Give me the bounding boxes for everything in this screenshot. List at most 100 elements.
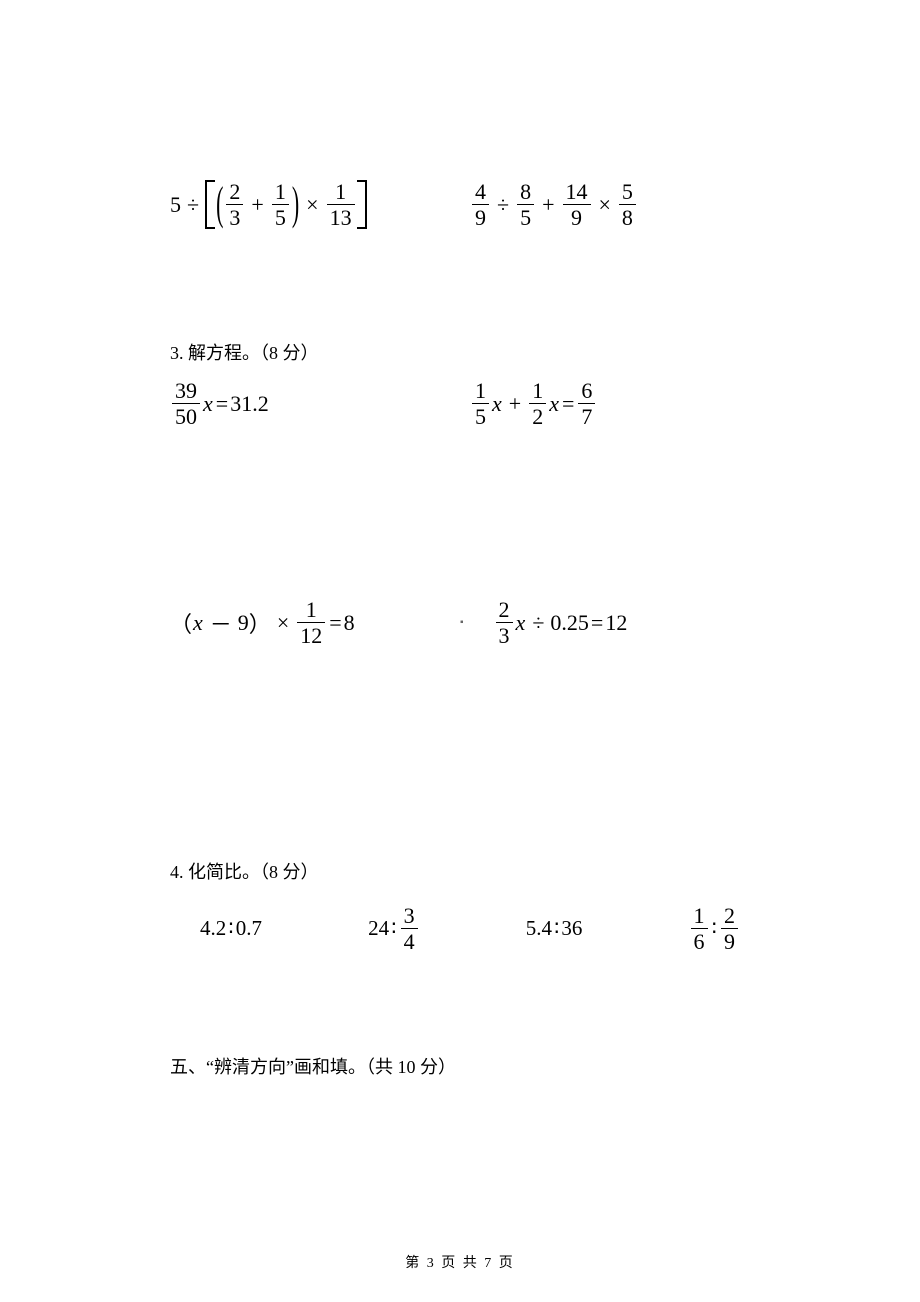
operator-equals: = bbox=[327, 610, 343, 636]
fraction: 1 2 bbox=[529, 379, 546, 428]
math-equation: 1 5 x + 1 2 x = 6 7 bbox=[470, 379, 597, 428]
denominator: 7 bbox=[578, 405, 595, 428]
denominator: 4 bbox=[401, 930, 418, 953]
number: 5 bbox=[170, 192, 181, 218]
fraction: 5 8 bbox=[619, 180, 636, 229]
left-bracket-icon bbox=[205, 180, 215, 229]
math-equation: 39 50 x = 31.2 bbox=[170, 379, 269, 428]
number: 36 bbox=[561, 916, 582, 941]
fraction: 14 9 bbox=[563, 180, 591, 229]
fraction: 1 6 bbox=[691, 904, 708, 953]
expression-row-1: 5 ÷ ( 2 3 + 1 5 ) × 1 bbox=[170, 180, 750, 229]
fraction: 1 12 bbox=[297, 598, 325, 647]
denominator: 3 bbox=[226, 206, 243, 229]
number: 12 bbox=[605, 610, 627, 636]
left-paren-icon: ( bbox=[215, 176, 224, 231]
operator-plus: + bbox=[503, 391, 527, 417]
numerator: 39 bbox=[172, 379, 200, 402]
numerator: 1 bbox=[303, 598, 320, 621]
variable-x: x bbox=[491, 391, 503, 417]
numerator: 4 bbox=[472, 180, 489, 203]
equation-row-2: （ x － 9 ） × 1 12 = 8 ▪ 2 3 bbox=[170, 598, 750, 647]
fraction: 2 3 bbox=[226, 180, 243, 229]
fraction: 4 9 bbox=[472, 180, 489, 229]
section-4-heading: 4. 化简比。（8 分） bbox=[170, 858, 750, 884]
numerator: 1 bbox=[272, 180, 289, 203]
ratio-a: 4.2 ∶ 0.7 bbox=[200, 916, 262, 941]
ratio-colon: ∶ bbox=[552, 916, 561, 941]
denominator: 5 bbox=[272, 206, 289, 229]
operator-divide: ÷ bbox=[491, 192, 515, 218]
fraction: 6 7 bbox=[578, 379, 595, 428]
operator-times: × bbox=[271, 610, 295, 636]
fraction: 2 3 bbox=[496, 598, 513, 647]
denominator: 2 bbox=[529, 405, 546, 428]
section-3-heading: 3. 解方程。（8 分） bbox=[170, 339, 750, 365]
math-equation: （ x － 9 ） × 1 12 = 8 bbox=[170, 598, 355, 647]
eq-1-left: 39 50 x = 31.2 bbox=[170, 379, 470, 428]
operator-times: × bbox=[593, 192, 617, 218]
denominator: 6 bbox=[691, 930, 708, 953]
operator-divide: ÷ bbox=[181, 192, 205, 218]
right-paren: ） bbox=[249, 607, 271, 639]
numerator: 2 bbox=[226, 180, 243, 203]
equation-row-1: 39 50 x = 31.2 1 5 x + 1 bbox=[170, 379, 750, 428]
fraction: 3 4 bbox=[401, 904, 418, 953]
ratio-colon: ∶ bbox=[710, 916, 719, 941]
denominator: 12 bbox=[297, 624, 325, 647]
variable-x: x bbox=[192, 610, 204, 636]
denominator: 9 bbox=[472, 206, 489, 229]
variable-x: x bbox=[548, 391, 560, 417]
denominator: 9 bbox=[721, 930, 738, 953]
ratio-row: 4.2 ∶ 0.7 24 ∶ 3 4 5.4 ∶ 36 1 6 ∶ bbox=[170, 904, 750, 953]
expr-1-right: 4 9 ÷ 8 5 + 14 9 × 5 bbox=[470, 180, 750, 229]
operator-minus: － bbox=[204, 607, 238, 639]
ratio-b: 24 ∶ 3 4 bbox=[368, 904, 419, 953]
numerator: 1 bbox=[472, 379, 489, 402]
number: 8 bbox=[344, 610, 355, 636]
fraction: 39 50 bbox=[172, 379, 200, 428]
numerator: 8 bbox=[517, 180, 534, 203]
numerator: 14 bbox=[563, 180, 591, 203]
page: 5 ÷ ( 2 3 + 1 5 ) × 1 bbox=[0, 0, 920, 1302]
math-expression: 5 ÷ ( 2 3 + 1 5 ) × 1 bbox=[170, 180, 367, 229]
operator-plus: + bbox=[245, 192, 269, 218]
math-expression: 4 9 ÷ 8 5 + 14 9 × 5 bbox=[470, 180, 638, 229]
number: 24 bbox=[368, 916, 389, 941]
number: 0.25 bbox=[550, 610, 589, 636]
right-paren-icon: ) bbox=[291, 176, 300, 231]
number: 9 bbox=[238, 610, 249, 636]
separator-dot: ▪ bbox=[430, 617, 494, 628]
numerator: 1 bbox=[691, 904, 708, 927]
operator-divide: ÷ bbox=[526, 610, 550, 636]
number: 5.4 bbox=[526, 916, 552, 941]
fraction: 1 5 bbox=[272, 180, 289, 229]
number: 0.7 bbox=[236, 916, 262, 941]
page-footer: 第 3 页 共 7 页 bbox=[0, 1252, 920, 1272]
section-5-heading: 五、“辨清方向”画和填。（共 10 分） bbox=[170, 1053, 750, 1079]
numerator: 6 bbox=[578, 379, 595, 402]
number: 4.2 bbox=[200, 916, 226, 941]
operator-times: × bbox=[300, 192, 324, 218]
fraction: 8 5 bbox=[517, 180, 534, 229]
numerator: 1 bbox=[332, 180, 349, 203]
denominator: 3 bbox=[496, 624, 513, 647]
numerator: 3 bbox=[401, 904, 418, 927]
numerator: 2 bbox=[496, 598, 513, 621]
eq-1-right: 1 5 x + 1 2 x = 6 7 bbox=[470, 379, 750, 428]
eq-2-left: （ x － 9 ） × 1 12 = 8 bbox=[170, 598, 430, 647]
expr-1-left: 5 ÷ ( 2 3 + 1 5 ) × 1 bbox=[170, 180, 470, 229]
denominator: 9 bbox=[568, 206, 585, 229]
right-bracket-icon bbox=[357, 180, 367, 229]
denominator: 5 bbox=[472, 405, 489, 428]
number: 31.2 bbox=[230, 391, 269, 417]
variable-x: x bbox=[515, 610, 527, 636]
denominator: 8 bbox=[619, 206, 636, 229]
operator-equals: = bbox=[589, 610, 605, 636]
denominator: 13 bbox=[327, 206, 355, 229]
operator-equals: = bbox=[560, 391, 576, 417]
eq-2-right: 2 3 x ÷ 0.25 = 12 bbox=[494, 598, 750, 647]
ratio-d: 1 6 ∶ 2 9 bbox=[689, 904, 740, 953]
operator-plus: + bbox=[536, 192, 560, 218]
numerator: 2 bbox=[721, 904, 738, 927]
